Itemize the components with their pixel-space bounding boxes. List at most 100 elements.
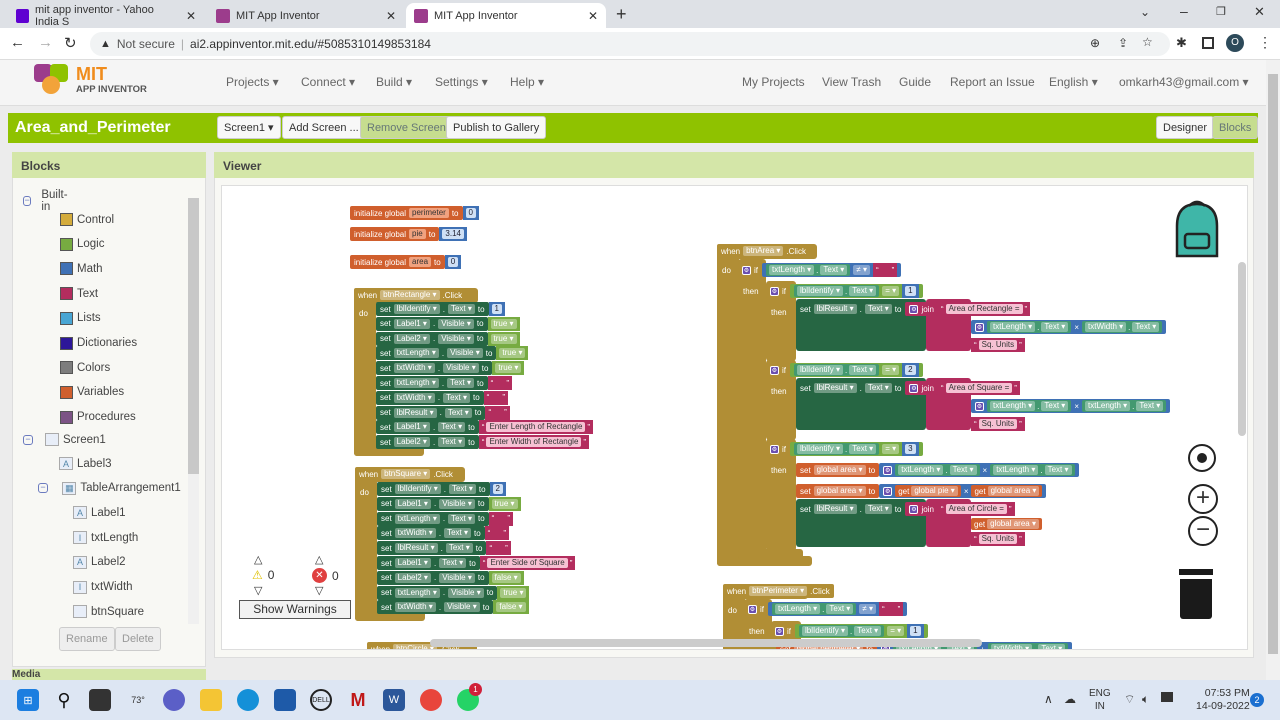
none-block[interactable]: “Enter Length of Rectangle” <box>478 420 594 435</box>
none-block[interactable]: 1 <box>488 302 505 316</box>
block-body[interactable] <box>738 549 803 559</box>
var-block[interactable]: initialize global pie to <box>350 227 440 241</box>
block-row[interactable]: set lblResult ▾. Text ▾ to ⚙ join “Area of Squ… <box>796 381 1020 395</box>
text-string-block[interactable]: “” <box>878 602 904 616</box>
designer-button[interactable]: Designer <box>1156 116 1215 139</box>
mutator-gear-icon[interactable]: ⚙ <box>742 265 751 275</box>
screen-select[interactable]: Screen1 ▾ <box>217 116 281 139</box>
ctrl-block[interactable]: ⚙ if <box>738 263 762 277</box>
number-block[interactable]: 2 <box>902 363 919 377</box>
none-block[interactable]: “Sq. Units” <box>971 417 1025 431</box>
account-dropdown[interactable]: omkarh43@gmail.com ▾ <box>1119 75 1249 89</box>
component-getter-block[interactable]: txtLength ▾. Text ▾ <box>1082 400 1167 412</box>
boolean-block[interactable]: false ▾ <box>488 570 524 585</box>
ctrl-block[interactable]: ⚙ if <box>766 284 790 298</box>
none-block[interactable]: “” <box>487 376 513 390</box>
block-dropdown[interactable]: Text ▾ <box>444 407 472 418</box>
variable-name-field[interactable]: pie <box>409 229 426 239</box>
none-block[interactable]: true ▾ <box>497 585 530 600</box>
block-dropdown[interactable]: Text ▾ <box>447 378 474 388</box>
block-row[interactable]: when btnPerimeter ▾ .Click <box>723 584 834 598</box>
profile-avatar[interactable]: O <box>1226 34 1244 52</box>
block-row[interactable]: initialize global area to 0 <box>350 255 462 269</box>
block-dropdown[interactable]: Visible ▾ <box>447 348 483 359</box>
set-block[interactable]: set Label2 ▾. Text ▾ to <box>376 435 479 450</box>
block-row[interactable]: set txtWidth ▾. Text ▾ to “” <box>376 390 508 405</box>
none-block[interactable]: 3.14 <box>439 227 467 241</box>
ctrl-block[interactable]: when btnArea ▾ .Click <box>717 244 810 258</box>
close-tab-icon[interactable]: ✕ <box>385 8 396 23</box>
block-dropdown[interactable]: Visible ▾ <box>438 333 474 344</box>
block-dropdown[interactable]: Visible ▾ <box>448 587 484 598</box>
browser-tab-mit-1[interactable]: MIT App Inventor ✕ <box>208 3 404 28</box>
component-getter-block[interactable]: txtLength ▾. Text ▾ <box>772 603 857 615</box>
text-string-block[interactable]: “Enter Length of Rectangle” <box>478 420 594 435</box>
block-dropdown[interactable]: txtLength ▾ <box>394 513 440 524</box>
block-dropdown[interactable]: Text ▾ <box>864 504 892 514</box>
close-window-button[interactable]: ✕ <box>1254 4 1265 19</box>
block-dropdown[interactable]: Visible ▾ <box>443 363 479 374</box>
block-row[interactable]: ⚙ txtLength ▾. Text ▾ × txtWidth ▾. Text ▾ <box>971 320 1167 334</box>
block-body[interactable] <box>723 584 745 649</box>
component-getter-block[interactable]: txtLength ▾. Text ▾ <box>766 264 851 276</box>
search-icon[interactable]: ⚲ <box>57 689 71 710</box>
block-dropdown[interactable]: Label2 ▾ <box>394 572 431 583</box>
block-row[interactable]: when btnSquare ▾ .Click <box>355 467 457 481</box>
maximize-button[interactable]: ❐ <box>1216 6 1226 18</box>
component-getter-block[interactable]: txtWidth ▾. Text ▾ <box>987 643 1069 649</box>
none-block[interactable]: “” <box>483 390 508 405</box>
menu-projects[interactable]: Projects ▾ <box>226 75 279 89</box>
wifi-icon[interactable]: ⌔ <box>1124 692 1136 706</box>
boolean-block[interactable]: true ▾ <box>497 585 530 600</box>
category-math[interactable]: Math <box>60 262 103 276</box>
set-block[interactable]: set txtLength ▾. Text ▾ to <box>377 511 489 526</box>
block-dropdown[interactable]: global area ▾ <box>813 465 866 475</box>
block-dropdown[interactable]: Text ▾ <box>447 304 475 314</box>
file-explorer-icon[interactable] <box>200 689 222 711</box>
tree-scrollbar[interactable] <box>188 198 199 624</box>
set-block[interactable]: set Label1 ▾. Visible ▾ to <box>376 316 488 331</box>
block-dropdown[interactable]: Label2 ▾ <box>393 437 430 448</box>
block-row[interactable]: set lblIdentify ▾. Text ▾ to 1 <box>376 302 505 316</box>
collapse-icon[interactable]: − <box>23 434 33 445</box>
boolean-block[interactable]: false ▾ <box>493 600 529 615</box>
block-dropdown[interactable]: txtWidth ▾ <box>393 392 435 403</box>
component-label1[interactable]: A Label1 <box>73 506 126 520</box>
category-text[interactable]: Text <box>60 287 98 301</box>
block-dropdown[interactable]: btnPerimeter ▾ <box>749 586 808 596</box>
page-scrollbar[interactable] <box>1266 60 1280 680</box>
delete-button[interactable]: Delete <box>115 627 161 651</box>
math-block[interactable]: txtLength ▾. Text ▾ ≠ ▾ “” <box>762 263 902 277</box>
none-block[interactable]: false ▾ <box>493 600 529 615</box>
text-block[interactable]: ⚙ join <box>905 502 938 516</box>
mutator-gear-icon[interactable]: ⚙ <box>883 465 893 475</box>
edge-icon[interactable] <box>237 689 259 711</box>
set-block[interactable]: set Label1 ▾. Visible ▾ to <box>377 496 489 511</box>
ctrl-block[interactable]: ⚙ if <box>744 602 768 616</box>
block-row[interactable]: set txtWidth ▾. Text ▾ to “” <box>377 526 509 541</box>
set-block[interactable]: set lblResult ▾. Text ▾ to <box>796 302 906 316</box>
none-block[interactable]: “Sq. Units” <box>971 532 1025 546</box>
extensions-icon[interactable]: ✱ <box>1176 35 1187 50</box>
mutator-gear-icon[interactable]: ⚙ <box>770 365 779 375</box>
block-dropdown[interactable]: ≠ ▾ <box>859 604 876 614</box>
app-inventor-logo[interactable] <box>34 64 72 96</box>
rename-button[interactable]: Rename <box>59 627 115 651</box>
block-row[interactable]: ⚙ if lblIdentify ▾. Text ▾ = ▾ 3 <box>766 442 923 456</box>
link-report-issue[interactable]: Report an Issue <box>950 75 1035 89</box>
browser-menu-icon[interactable]: ⋮ <box>1258 34 1272 50</box>
block-body[interactable] <box>354 288 376 456</box>
block-row[interactable]: “Sq. Units” <box>971 532 1025 546</box>
component-getter-block[interactable]: lblIdentify ▾. Text ▾ <box>794 443 880 455</box>
notification-badge[interactable]: 2 <box>1250 693 1264 707</box>
block-row[interactable]: ⚙ if txtLength ▾. Text ▾ ≠ ▾ “” <box>738 263 902 277</box>
set-block[interactable]: set txtWidth ▾. Text ▾ to <box>376 390 484 405</box>
volume-icon[interactable]: 🔈︎ <box>1142 692 1150 706</box>
component-getter-block[interactable]: lblIdentify ▾. Text ▾ <box>794 285 880 297</box>
workspace-horizontal-scrollbar[interactable] <box>430 639 982 647</box>
none-block[interactable]: true ▾ <box>488 496 521 511</box>
clock[interactable]: 07:53 PM 14-09-2022 <box>1196 687 1250 712</box>
block-row[interactable]: set lblResult ▾. Text ▾ to “” <box>377 541 511 556</box>
component-getter-block[interactable]: txtWidth ▾. Text ▾ <box>1082 321 1163 333</box>
